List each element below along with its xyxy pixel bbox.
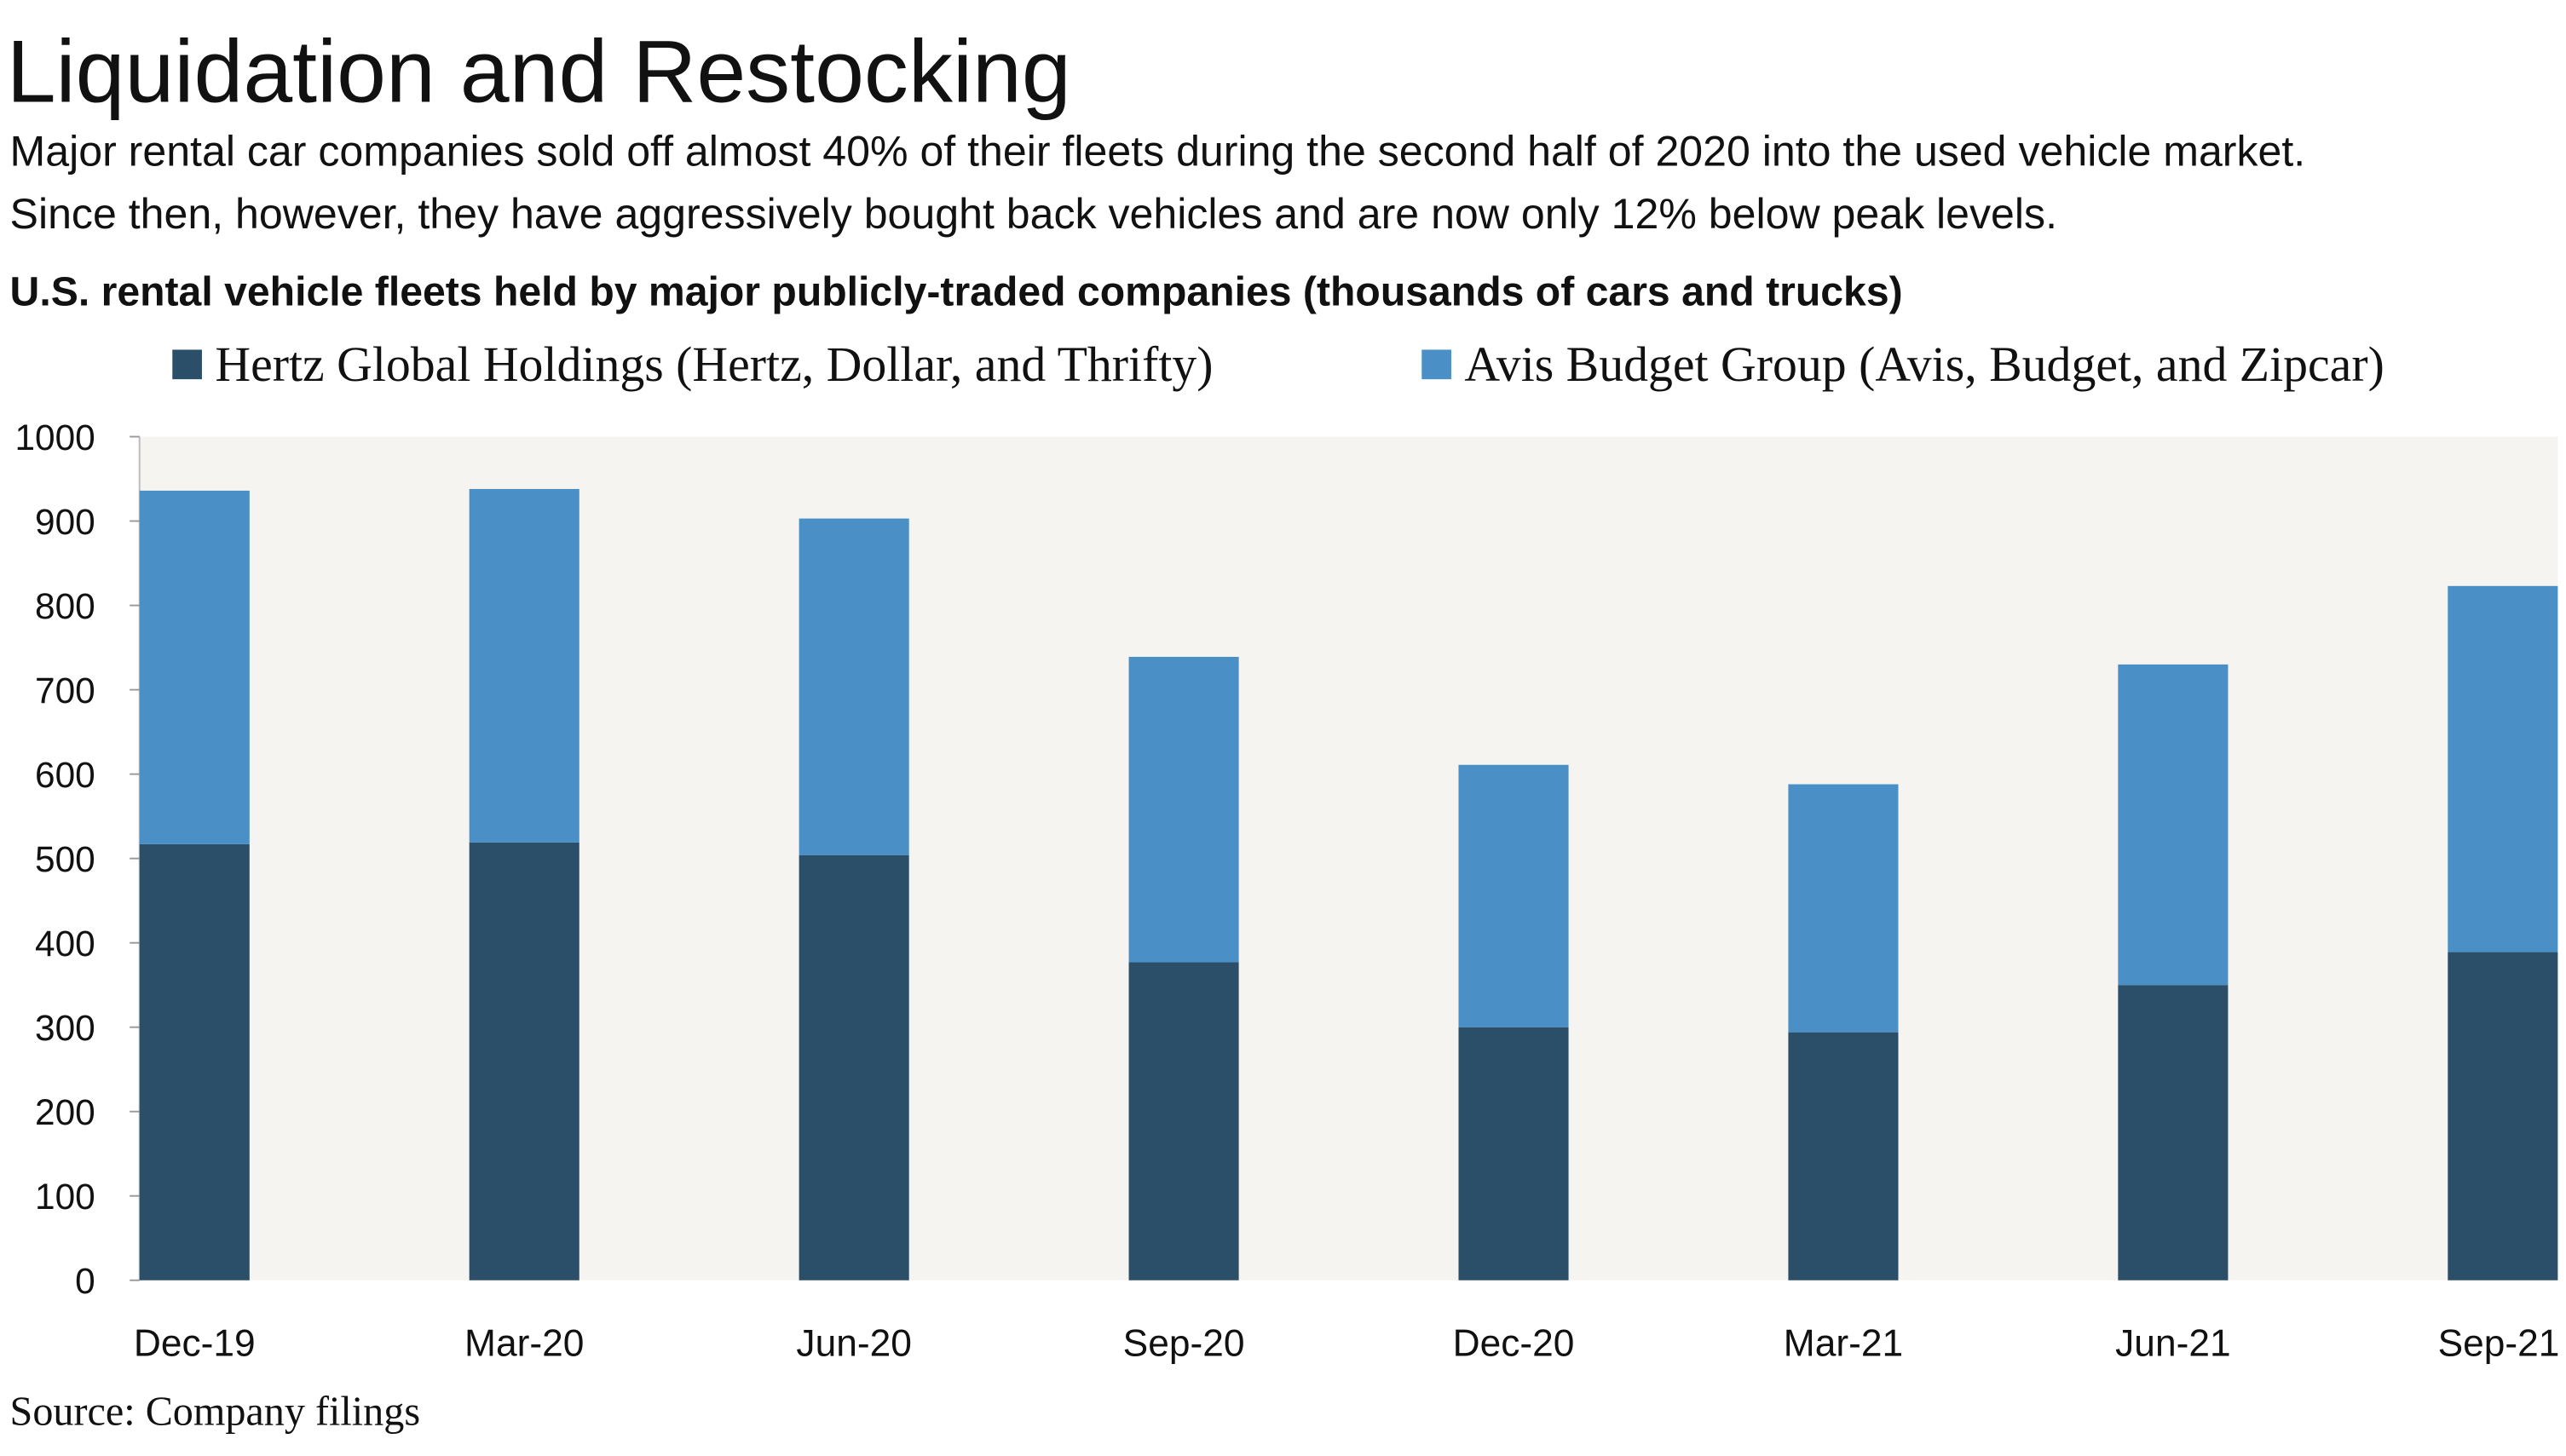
bar-segment bbox=[139, 490, 250, 844]
x-tick-label: Dec-20 bbox=[1453, 1322, 1575, 1364]
y-tick-label: 200 bbox=[35, 1092, 95, 1132]
y-tick-label: 100 bbox=[35, 1177, 95, 1217]
chart-title: U.S. rental vehicle fleets held by major… bbox=[10, 268, 1903, 314]
bar-segment bbox=[2448, 585, 2558, 952]
bar-segment bbox=[139, 843, 250, 1280]
legend-label: Avis Budget Group (Avis, Budget, and Zip… bbox=[1464, 337, 2384, 392]
y-tick-label: 500 bbox=[35, 839, 95, 879]
x-tick-label: Mar-20 bbox=[464, 1322, 584, 1364]
bar-segment bbox=[1458, 1027, 1569, 1280]
title: Liquidation and Restocking bbox=[7, 23, 1071, 122]
x-tick-label: Mar-21 bbox=[1784, 1322, 1903, 1364]
y-tick-label: 0 bbox=[75, 1261, 95, 1301]
x-tick-label: Sep-21 bbox=[2438, 1322, 2560, 1364]
y-tick-label: 900 bbox=[35, 502, 95, 542]
legend-label: Hertz Global Holdings (Hertz, Dollar, an… bbox=[215, 337, 1213, 392]
legend-swatch bbox=[1421, 349, 1451, 380]
bar-segment bbox=[1788, 1032, 1899, 1280]
y-tick-label: 700 bbox=[35, 670, 95, 711]
source: Source: Company filings bbox=[10, 1389, 421, 1434]
legend-swatch bbox=[172, 349, 202, 380]
y-tick-label: 800 bbox=[35, 586, 95, 626]
bar-segment bbox=[1788, 784, 1899, 1033]
bar-segment bbox=[2118, 664, 2229, 986]
subtitle-line: Major rental car companies sold off almo… bbox=[10, 128, 2306, 176]
bar-segment bbox=[799, 518, 909, 855]
bar-segment bbox=[799, 855, 909, 1280]
bar-segment bbox=[469, 842, 580, 1280]
bar-segment bbox=[2448, 952, 2558, 1280]
bar-segment bbox=[1128, 962, 1239, 1280]
bar-segment bbox=[1128, 656, 1239, 963]
y-tick-label: 400 bbox=[35, 924, 95, 964]
x-tick-label: Sep-20 bbox=[1123, 1322, 1245, 1364]
y-tick-label: 600 bbox=[35, 755, 95, 795]
y-tick-label: 1000 bbox=[14, 417, 95, 458]
bar-segment bbox=[1458, 764, 1569, 1027]
bar-segment bbox=[469, 488, 580, 843]
bar-segment bbox=[2118, 985, 2229, 1280]
x-tick-label: Dec-19 bbox=[134, 1322, 256, 1364]
x-tick-label: Jun-20 bbox=[796, 1322, 911, 1364]
x-tick-label: Jun-21 bbox=[2115, 1322, 2230, 1364]
subtitle-line: Since then, however, they have aggressiv… bbox=[10, 190, 2057, 238]
y-tick-label: 300 bbox=[35, 1008, 95, 1048]
